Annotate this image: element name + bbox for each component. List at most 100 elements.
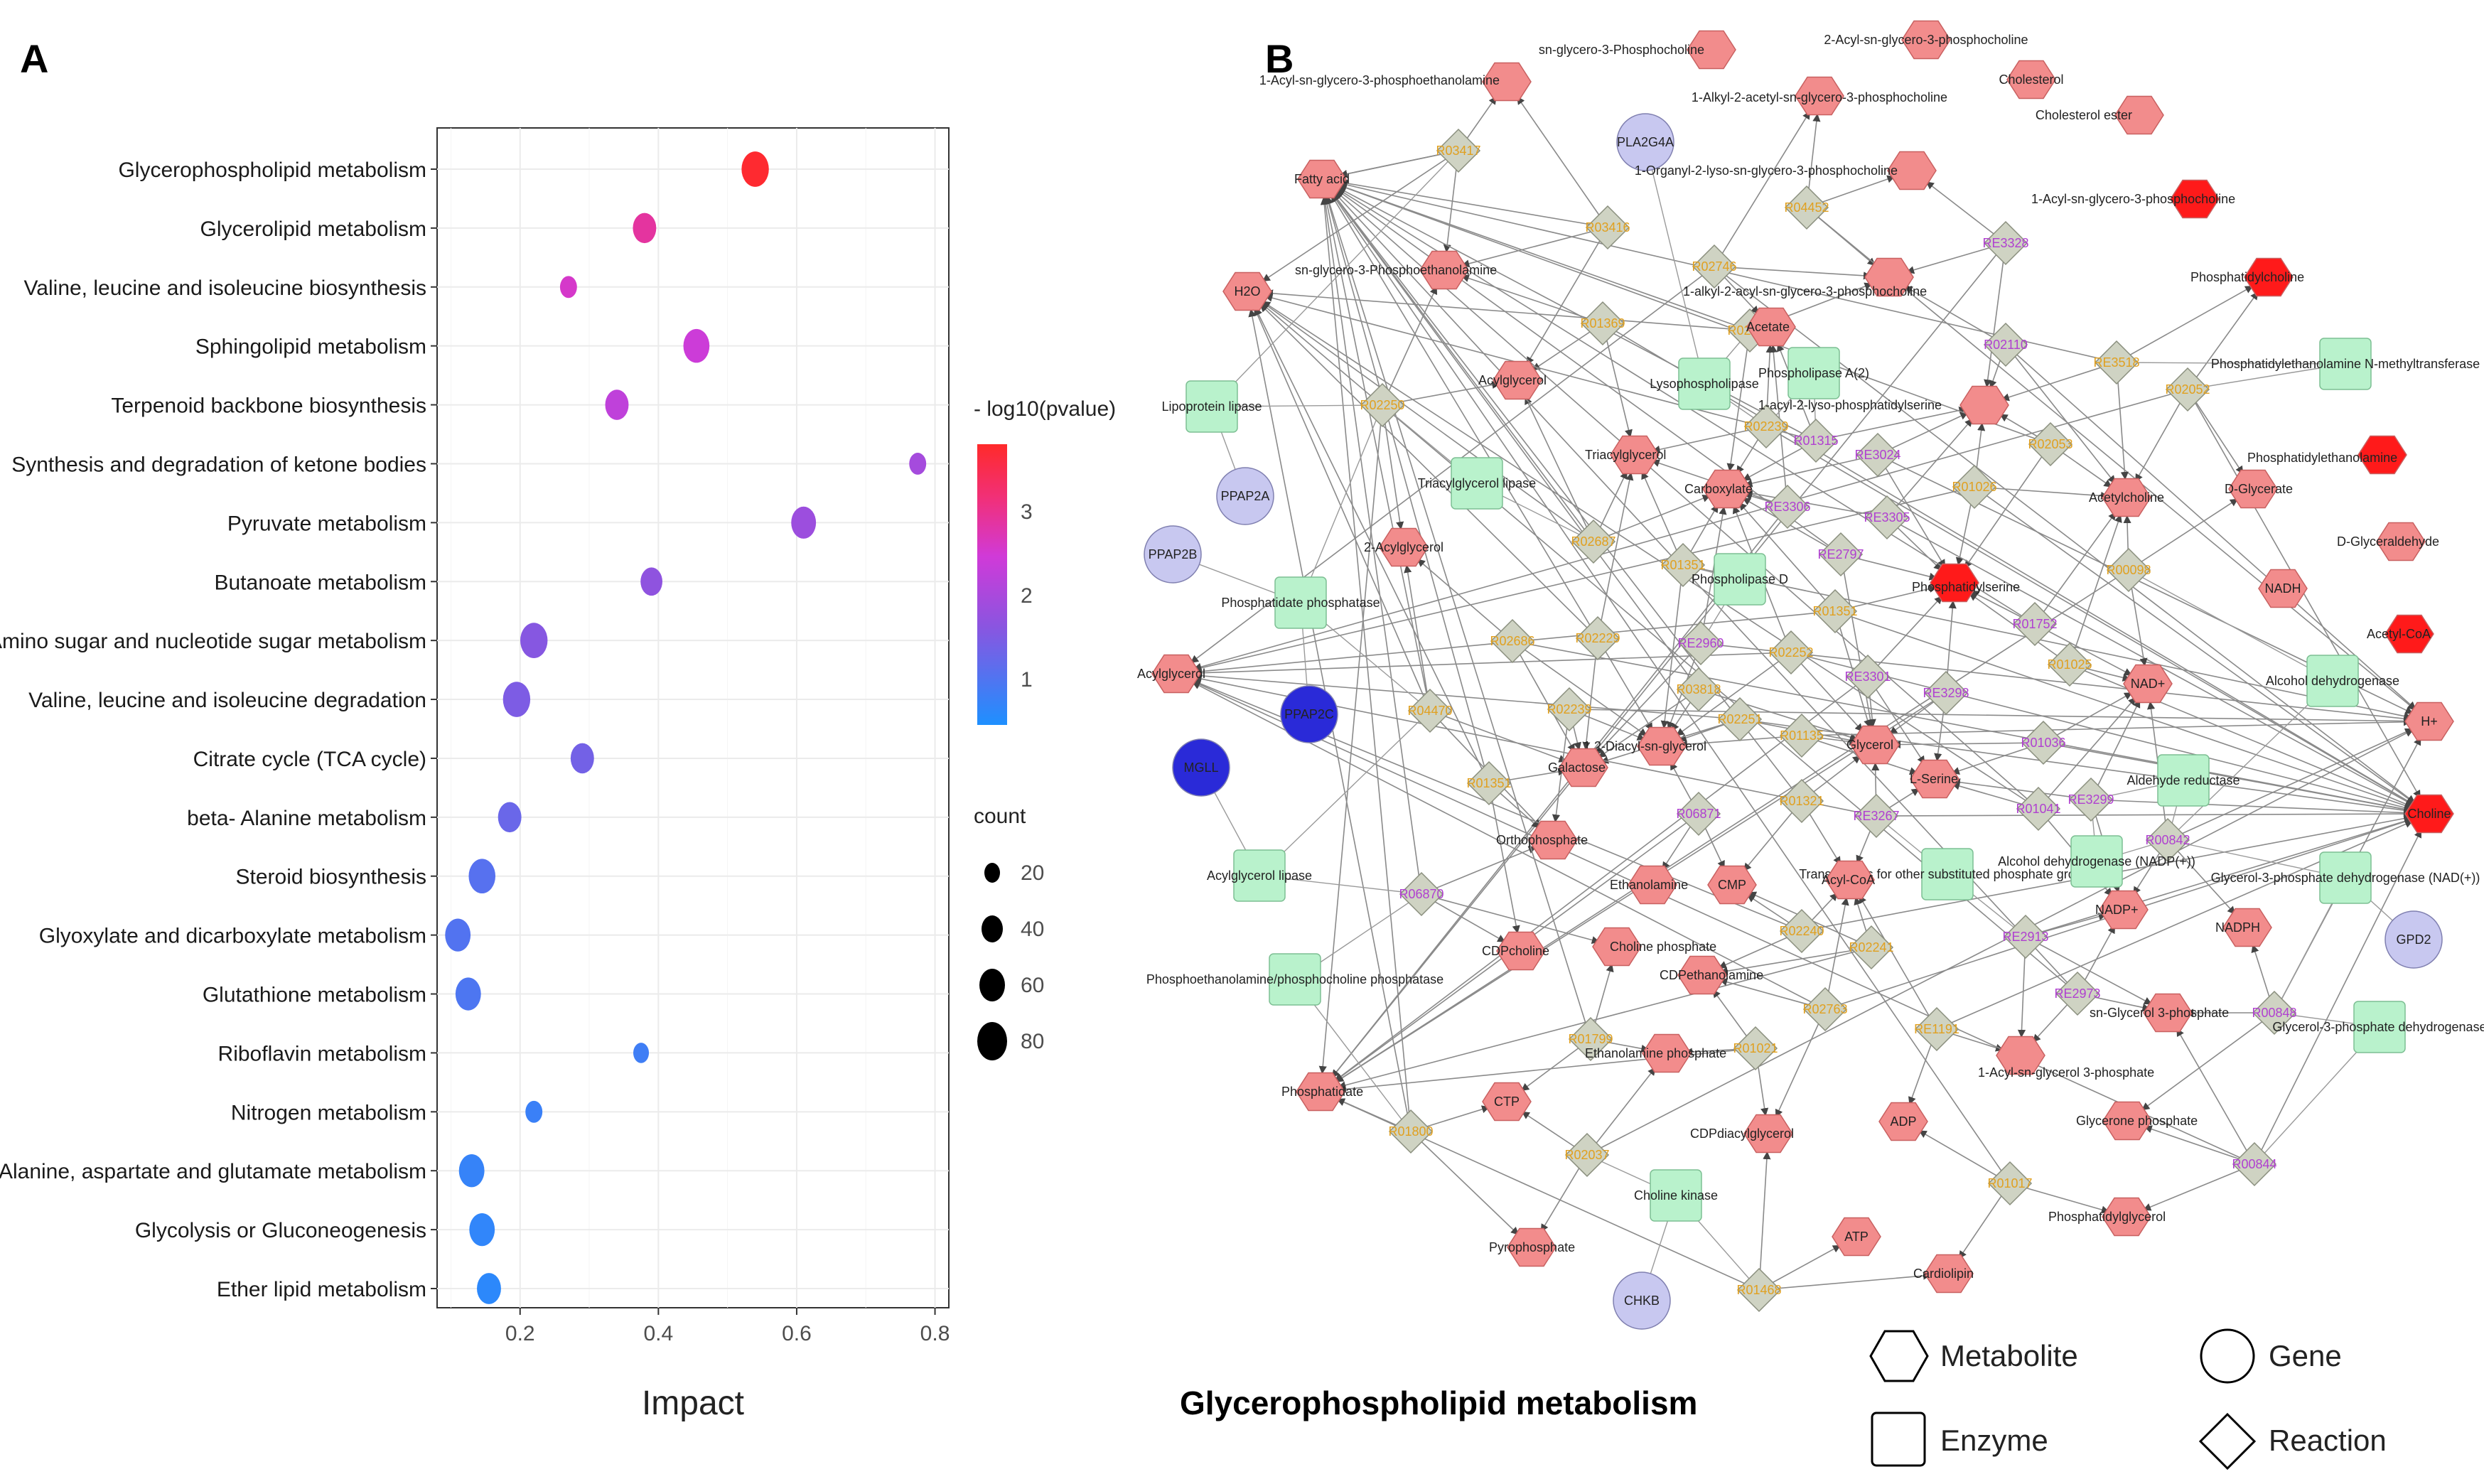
legend-reaction-label: Reaction — [2269, 1424, 2387, 1457]
gene-label: PPAP2B — [1149, 547, 1198, 561]
x-axis-ticks: 0.2 0.4 0.6 0.8 — [505, 1308, 950, 1345]
enzyme-label: Lysophospholipase — [1650, 377, 1758, 391]
gene-label: PLA2G4A — [1617, 135, 1674, 149]
reaction-label: R01021 — [1733, 1041, 1778, 1055]
x-axis-title: Impact — [642, 1384, 744, 1422]
color-tick-1: 1 — [1021, 668, 1033, 692]
metabolite-node — [2006, 60, 2056, 100]
network-edge — [1382, 381, 1500, 406]
reaction-label: R02251 — [1717, 712, 1762, 726]
network-edge — [1333, 193, 1802, 802]
metabolite-node — [2102, 478, 2151, 517]
metabolite-node — [2170, 179, 2220, 219]
reaction-label: R02686 — [1490, 634, 1534, 648]
reaction-node — [1399, 871, 1444, 917]
enzyme-label: Phospholipase A(2) — [1758, 366, 1869, 380]
network-edge — [1652, 426, 1767, 453]
metabolite-node — [1482, 1082, 1532, 1122]
metabolite-node — [2222, 908, 2272, 947]
reaction-node — [2068, 777, 2114, 822]
network-edge — [1602, 323, 2414, 805]
network-edge — [1952, 778, 2092, 800]
reaction-node — [1466, 760, 1512, 806]
network-edge — [2144, 1125, 2255, 1165]
bubble-point — [640, 567, 662, 596]
enzyme-node — [1233, 849, 1286, 902]
pathway-label: Valine, leucine and isoleucine degradati… — [28, 689, 426, 712]
reaction-label: R02053 — [2028, 437, 2072, 451]
network-edge — [1886, 517, 2414, 806]
network-edge — [1742, 498, 1842, 555]
gene-node — [2384, 910, 2443, 969]
size-legend: 20 40 60 80 — [977, 861, 1044, 1060]
reaction-label: R02052 — [2165, 382, 2210, 397]
network-edge — [1758, 1271, 1932, 1291]
network-edge — [1332, 193, 1594, 542]
gene-label: PPAP2A — [1221, 489, 1270, 503]
reaction-label: R01321 — [1779, 794, 1824, 808]
reaction-node — [1660, 542, 1706, 588]
network-edge — [1336, 189, 1842, 555]
network-edge — [1526, 227, 1608, 365]
enzyme-label: Acylglycerol lipase — [1207, 869, 1312, 883]
gene-node — [1216, 467, 1274, 525]
metabolite-node — [2404, 701, 2454, 741]
network-edge — [1719, 978, 1826, 1010]
network-edge — [1596, 642, 1701, 755]
metabolite-label: 1-Acyl-sn-glycero-3-phosphocholine — [2031, 192, 2235, 206]
network-edge — [1262, 150, 1459, 282]
metabolite-node — [1687, 30, 1736, 70]
metabolite-node — [1702, 469, 1752, 509]
reaction-label: R01799 — [1568, 1032, 1613, 1046]
metabolite-label: Carboxylate — [1684, 482, 1753, 496]
network-edge — [1512, 640, 1647, 736]
size-legend-dot-40 — [982, 915, 1003, 942]
bubble-point — [525, 1100, 543, 1123]
network-edge — [1569, 709, 2412, 726]
network-edge — [2025, 817, 2413, 937]
enzyme-node — [1921, 848, 1974, 900]
legend-gene-label: Gene — [2269, 1339, 2342, 1372]
network-edge — [2141, 1012, 2275, 1111]
reaction-label: R02239 — [1547, 702, 1591, 716]
metabolite-node — [1528, 820, 1578, 860]
x-tick-label: 0.4 — [643, 1322, 673, 1345]
metabolite-label: sn-glycero-3-Phosphoethanolamine — [1295, 263, 1497, 277]
bubble-point — [909, 453, 927, 475]
bubble-point — [455, 977, 481, 1011]
enzyme-node — [1714, 553, 1766, 606]
metabolite-label: Choline phosphate — [1610, 940, 1716, 954]
reaction-node — [1779, 713, 1824, 758]
network-edge — [1824, 897, 1849, 1010]
metabolite-label: L-Serine — [1910, 772, 1958, 786]
network-edge — [1815, 406, 1967, 441]
network-edge — [1325, 195, 1490, 784]
network-edge — [1330, 194, 1598, 639]
metabolite-node — [1419, 250, 1469, 290]
reaction-node — [1678, 620, 1724, 666]
network-edge — [1332, 193, 1699, 690]
pathway-label: Glycerolipid metabolism — [200, 217, 426, 241]
metabolite-node — [1222, 271, 1272, 311]
network-edge — [1331, 242, 2006, 1078]
enzyme-edge — [2187, 363, 2346, 390]
pathway-label: Valine, leucine and isoleucine biosynthe… — [24, 276, 426, 300]
metabolite-node — [1482, 62, 1532, 102]
metabolite-label: Acylglycerol — [1478, 373, 1547, 387]
metabolite-label: NAD+ — [2131, 677, 2166, 691]
network-edge — [1262, 301, 1594, 542]
network-edge — [2116, 286, 2254, 363]
reaction-label: R01468 — [1736, 1283, 1781, 1297]
network-edge — [2143, 1163, 2255, 1211]
enzyme-node — [2353, 1001, 2406, 1053]
enzyme-edge — [1211, 404, 1383, 407]
network-edge — [2025, 936, 2153, 1005]
reaction-label: R03818 — [1676, 682, 1721, 697]
enzyme-node — [2319, 338, 2372, 390]
metabolite-node — [1151, 654, 1201, 694]
bubble-point — [498, 802, 522, 833]
network-edge — [1335, 569, 2129, 1082]
network-edge — [1382, 404, 1404, 530]
metabolite-label: Choline — [2407, 807, 2451, 821]
bubble-point — [458, 1154, 485, 1188]
